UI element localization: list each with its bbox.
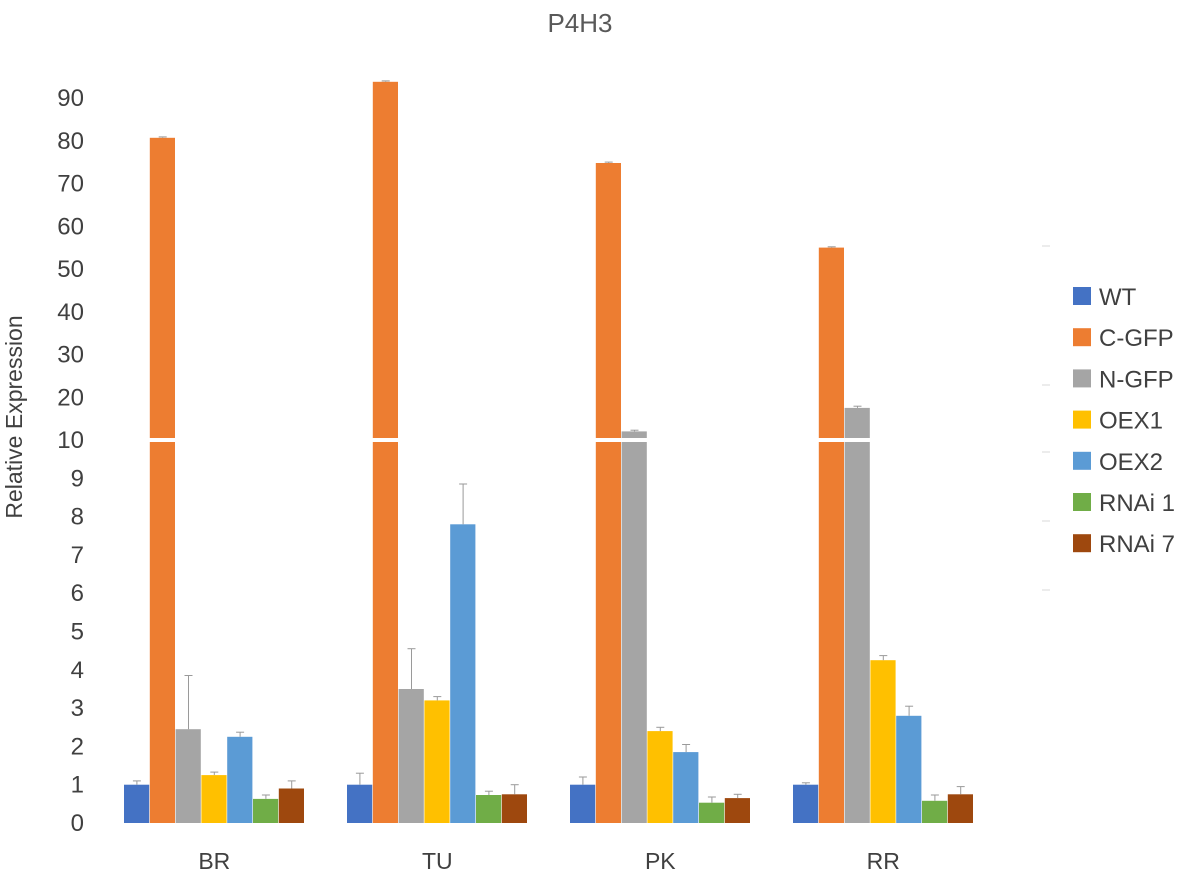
bar-rnai-1-br — [253, 798, 279, 823]
bar-wt-rr — [793, 784, 819, 823]
legend-label: WT — [1099, 284, 1137, 311]
bar-oex2-rr — [896, 715, 922, 823]
bar-rnai-1-rr — [922, 800, 948, 823]
legend-swatch-wt — [1073, 287, 1091, 305]
bar-oex2-br — [227, 736, 253, 823]
y-tick-label: 90 — [57, 85, 84, 112]
y-tick-label: 2 — [71, 733, 84, 760]
legend-swatch-oex1 — [1073, 410, 1091, 429]
y-tick-label: 80 — [57, 128, 84, 155]
legend-label: N-GFP — [1099, 366, 1174, 393]
plot-area: 0 1 2 3 4 5 6 7 8 9 10 20 30 40 50 60 70 80 90 BR TU PK RR — [57, 80, 1050, 874]
bar-oex2-pk — [673, 752, 699, 823]
legend-swatch-c-gfp — [1073, 328, 1091, 347]
bar-oex1-rr — [870, 660, 896, 823]
bar-n-gfp-pk — [621, 431, 647, 823]
legend-label: RNAi 1 — [1099, 490, 1175, 517]
bar-c-gfp-tu — [372, 81, 398, 824]
bar-oex1-tu — [424, 700, 450, 823]
x-tick-label: TU — [422, 848, 453, 874]
legend-swatch-oex2 — [1073, 451, 1091, 470]
bar-rnai-1-tu — [476, 795, 502, 823]
y-tick-label: 4 — [71, 657, 84, 684]
bar-c-gfp-br — [149, 137, 175, 824]
legend-swatch-rnai-1 — [1073, 493, 1091, 511]
y-tick-label: 0 — [71, 810, 84, 837]
bar-rnai-7-rr — [947, 794, 973, 823]
y-tick-label: 10 — [57, 427, 84, 454]
bar-rnai-7-pk — [724, 798, 750, 823]
bar-oex2-tu — [450, 524, 476, 823]
bar-oex1-br — [201, 775, 227, 823]
bar-n-gfp-rr — [844, 407, 870, 823]
bar-c-gfp-pk — [595, 163, 621, 823]
y-tick-label: 6 — [71, 580, 84, 607]
y-tick-label: 60 — [57, 213, 84, 240]
bar-wt-pk — [570, 784, 596, 823]
y-tick-label: 1 — [71, 772, 84, 799]
y-tick-label: 50 — [57, 256, 84, 283]
bar-oex1-pk — [647, 731, 673, 823]
legend: WT C-GFP N-GFP OEX1 OEX2 RNAi 1 RNAi 7 — [1073, 284, 1175, 558]
legend-label: RNAi 7 — [1099, 531, 1175, 558]
y-tick-label: 9 — [71, 465, 84, 492]
y-tick-label: 3 — [71, 695, 84, 722]
chart-title: P4H3 — [547, 8, 612, 38]
bar-rnai-7-tu — [501, 794, 527, 823]
legend-label: C-GFP — [1099, 325, 1174, 352]
y-tick-label: 20 — [57, 384, 84, 411]
x-tick-label: PK — [645, 848, 676, 874]
bar-rnai-7-br — [278, 788, 304, 823]
y-tick-label: 7 — [71, 542, 84, 569]
y-tick-label: 8 — [71, 504, 84, 531]
bar-rnai-1-pk — [699, 802, 725, 823]
x-tick-label: RR — [867, 848, 900, 874]
bar-n-gfp-tu — [398, 689, 424, 823]
bar-wt-tu — [347, 784, 373, 823]
x-tick-label: BR — [198, 848, 230, 874]
y-axis-label: Relative Expression — [1, 315, 27, 518]
legend-swatch-n-gfp — [1073, 369, 1091, 388]
bar-wt-br — [124, 784, 150, 823]
y-tick-label: 5 — [71, 619, 84, 646]
legend-label: OEX2 — [1099, 449, 1163, 476]
y-tick-label: 40 — [57, 299, 84, 326]
legend-label: OEX1 — [1099, 408, 1163, 435]
axis-break — [100, 438, 1000, 442]
bar-c-gfp-rr — [818, 247, 844, 824]
y-tick-label: 70 — [57, 171, 84, 198]
bar-n-gfp-br — [175, 729, 201, 823]
y-tick-label: 30 — [57, 342, 84, 369]
legend-swatch-rnai-7 — [1073, 534, 1091, 553]
